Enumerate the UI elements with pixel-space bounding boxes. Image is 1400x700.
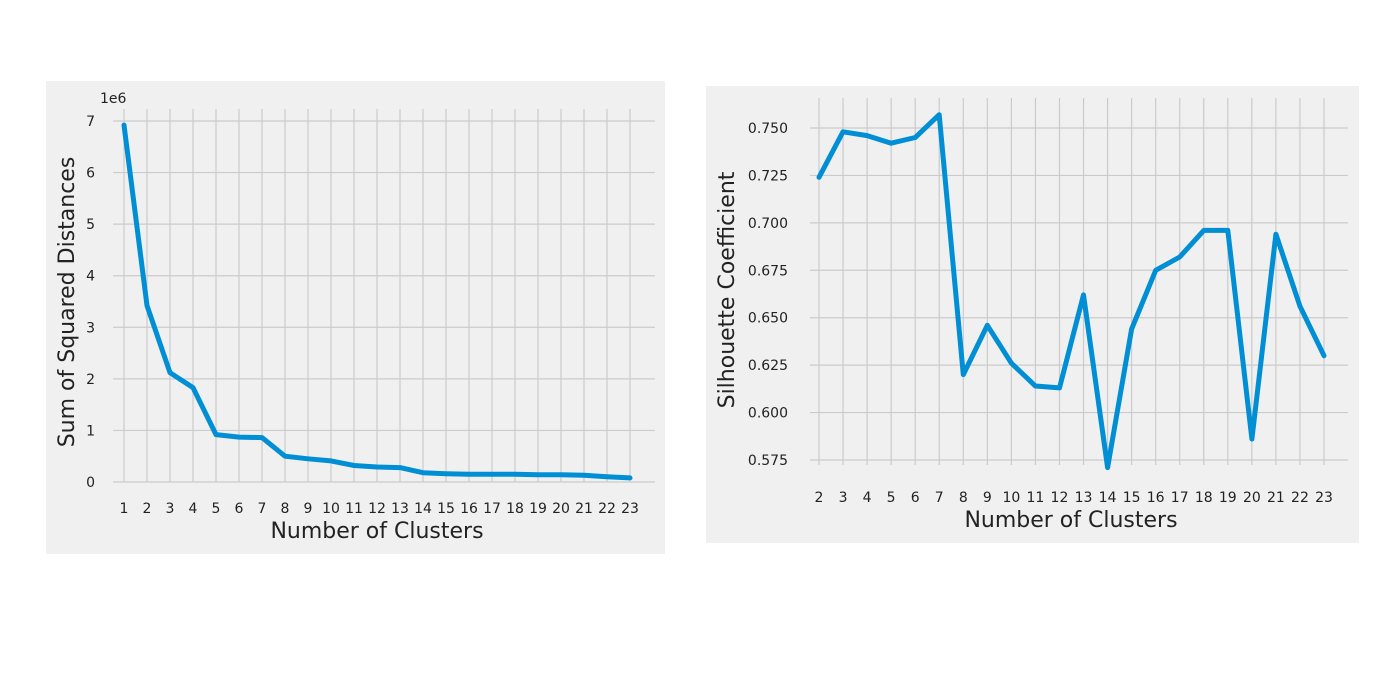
silhouette-x-tick-label: 4 (863, 490, 872, 506)
elbow-x-tick-label: 3 (166, 501, 175, 517)
silhouette-y-tick-label: 0.700 (748, 216, 788, 232)
silhouette-x-tick-label: 21 (1267, 490, 1285, 506)
elbow-x-tick-label: 10 (322, 501, 340, 517)
elbow-y-offset-label: 1e6 (100, 91, 127, 107)
silhouette-chart: 2 3 4 5 6 7 8 9 10 11 12 13 14 15 16 17 18 19 20 21 22 23 0.5… (706, 86, 1359, 543)
silhouette-y-tick-label: 0.650 (748, 311, 788, 327)
elbow-x-tick-label: 23 (621, 501, 639, 517)
silhouette-x-axis-label: Number of Clusters (964, 508, 1177, 533)
silhouette-x-tick-label: 23 (1315, 490, 1333, 506)
silhouette-x-grid (818, 98, 1325, 465)
elbow-x-tick-label: 15 (437, 501, 455, 517)
elbow-x-tick-label: 7 (258, 501, 267, 517)
silhouette-x-tick-label: 12 (1051, 490, 1069, 506)
elbow-y-axis-label: Sum of Squared Distances (55, 157, 80, 448)
elbow-x-tick-label: 11 (345, 501, 363, 517)
elbow-y-tick-labels: 0 1 2 3 4 5 6 7 (86, 114, 95, 491)
silhouette-x-tick-label: 3 (839, 490, 848, 506)
elbow-y-tick-label: 2 (86, 372, 95, 388)
silhouette-x-tick-label: 22 (1291, 490, 1309, 506)
elbow-x-tick-labels: 1 2 3 4 5 6 7 8 9 10 11 12 13 14 15 16 17 18 19 20 21 22 23 (120, 501, 639, 517)
silhouette-y-tick-label: 0.750 (748, 121, 788, 137)
elbow-x-tick-label: 21 (575, 501, 593, 517)
elbow-x-tick-label: 2 (143, 501, 152, 517)
silhouette-x-tick-label: 8 (959, 490, 968, 506)
elbow-y-grid (113, 120, 655, 483)
silhouette-x-tick-label: 10 (1002, 490, 1020, 506)
silhouette-x-tick-label: 6 (911, 490, 920, 506)
silhouette-y-tick-label: 0.675 (748, 263, 788, 279)
elbow-x-tick-label: 17 (483, 501, 501, 517)
elbow-chart: 1 2 3 4 5 6 7 8 9 10 11 12 13 14 15 16 17 18 19 20 21 22 23 01… (46, 81, 665, 554)
elbow-x-axis-label: Number of Clusters (270, 519, 483, 544)
elbow-y-tick-label: 4 (86, 269, 95, 285)
elbow-x-tick-label: 1 (120, 501, 129, 517)
elbow-x-tick-label: 20 (552, 501, 570, 517)
elbow-x-tick-label: 9 (304, 501, 313, 517)
silhouette-y-tick-label: 0.575 (748, 453, 788, 469)
silhouette-x-tick-label: 14 (1099, 490, 1117, 506)
elbow-x-tick-label: 13 (391, 501, 409, 517)
silhouette-y-tick-label: 0.600 (748, 406, 788, 422)
elbow-chart-background (46, 81, 665, 554)
silhouette-x-tick-labels: 2 3 4 5 6 7 8 9 10 11 12 13 14 15 16 17 18 19 20 21 22 23 (815, 490, 1333, 506)
silhouette-x-tick-label: 20 (1243, 490, 1261, 506)
silhouette-x-tick-label: 18 (1195, 490, 1213, 506)
elbow-x-tick-label: 19 (529, 501, 547, 517)
silhouette-x-tick-label: 16 (1147, 490, 1165, 506)
silhouette-x-tick-label: 9 (983, 490, 992, 506)
elbow-y-tick-label: 7 (86, 114, 95, 130)
elbow-x-tick-label: 18 (506, 501, 524, 517)
elbow-y-tick-label: 3 (86, 320, 95, 336)
elbow-x-tick-label: 14 (414, 501, 432, 517)
silhouette-x-tick-label: 17 (1171, 490, 1189, 506)
silhouette-y-tick-label: 0.625 (748, 358, 788, 374)
elbow-y-tick-label: 1 (86, 423, 95, 439)
silhouette-y-tick-labels: 0.575 0.600 0.625 0.650 0.675 0.700 0.725 0.750 (748, 121, 788, 469)
silhouette-x-tick-label: 2 (815, 490, 824, 506)
elbow-x-tick-label: 6 (235, 501, 244, 517)
elbow-y-tick-label: 6 (86, 166, 95, 182)
elbow-x-tick-label: 12 (368, 501, 386, 517)
elbow-x-tick-label: 22 (598, 501, 616, 517)
silhouette-x-tick-label: 5 (887, 490, 896, 506)
elbow-x-tick-label: 8 (281, 501, 290, 517)
elbow-series-line (121, 122, 633, 481)
elbow-x-grid (123, 109, 631, 482)
elbow-x-tick-label: 4 (189, 501, 198, 517)
silhouette-x-tick-label: 7 (935, 490, 944, 506)
silhouette-y-tick-label: 0.725 (748, 168, 788, 184)
silhouette-x-tick-label: 11 (1027, 490, 1045, 506)
silhouette-series-line (816, 112, 1327, 471)
silhouette-x-tick-label: 13 (1075, 490, 1093, 506)
elbow-y-tick-label: 5 (86, 217, 95, 233)
elbow-y-tick-label: 0 (86, 475, 95, 491)
elbow-x-tick-label: 5 (212, 501, 221, 517)
silhouette-chart-background (706, 86, 1359, 543)
silhouette-x-tick-label: 19 (1219, 490, 1237, 506)
elbow-x-tick-label: 16 (460, 501, 478, 517)
silhouette-x-tick-label: 15 (1123, 490, 1141, 506)
silhouette-y-axis-label: Silhouette Coefficient (715, 171, 740, 408)
